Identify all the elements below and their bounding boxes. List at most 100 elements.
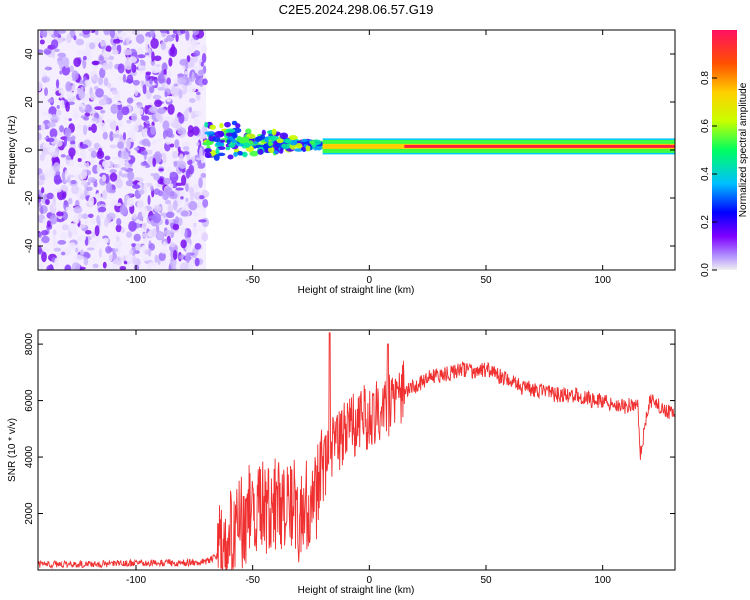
noise-blob (140, 108, 144, 115)
transition-blob (215, 147, 220, 155)
noise-blob (119, 204, 128, 216)
noise-blob (117, 63, 125, 74)
noise-blob (57, 52, 67, 58)
noise-blob (102, 261, 107, 269)
noise-blob (96, 214, 101, 225)
noise-blob (192, 30, 200, 36)
colorbar-label: Normalized spectral amplitude (738, 82, 749, 217)
noise-blob (91, 232, 96, 238)
noise-blob (187, 47, 194, 54)
noise-blob (166, 115, 175, 124)
noise-blob (147, 47, 152, 58)
noise-blob (91, 157, 95, 167)
noise-blob (193, 222, 197, 228)
transition-blob (244, 142, 251, 148)
noise-blob (133, 264, 140, 270)
transition-blob (226, 139, 231, 144)
noise-blob (40, 206, 44, 215)
noise-blob (79, 32, 83, 37)
noise-blob (55, 79, 60, 89)
colorbar-gradient (712, 30, 737, 270)
snr-xtick-label: 100 (594, 575, 611, 586)
noise-blob (39, 30, 48, 38)
transition-blob (237, 150, 243, 156)
noise-blob (165, 211, 175, 219)
transition-blob (235, 123, 241, 129)
noise-blob (41, 146, 49, 156)
spectrogram-ytick-label: -40 (24, 238, 35, 253)
transition-blob (236, 135, 242, 143)
noise-blob (80, 148, 86, 159)
spectrogram-y-label: Frequency (Hz) (7, 116, 18, 185)
noise-blob (152, 228, 157, 237)
noise-blob (125, 138, 131, 150)
noise-blob (46, 264, 54, 270)
noise-blob (38, 202, 42, 208)
noise-blob (125, 195, 130, 200)
noise-blob (47, 113, 53, 119)
noise-blob (73, 57, 81, 68)
noise-blob (153, 172, 160, 181)
noise-blob (56, 104, 60, 110)
snr-xtick-label: -100 (126, 575, 146, 586)
transition-blob (225, 146, 231, 151)
noise-blob (109, 144, 118, 149)
noise-blob (154, 254, 159, 263)
noise-blob (167, 166, 172, 174)
noise-blob (109, 131, 114, 142)
noise-blob (198, 77, 204, 87)
noise-blob (82, 213, 89, 220)
noise-blob (68, 197, 73, 205)
noise-blob (103, 30, 111, 36)
noise-blob (98, 54, 105, 65)
noise-blob (60, 99, 65, 108)
noise-blob (194, 257, 200, 267)
noise-blob (73, 205, 83, 214)
noise-blob (38, 232, 43, 238)
noise-blob (91, 240, 97, 247)
noise-blob (132, 124, 139, 134)
noise-blob (115, 224, 122, 233)
noise-blob (132, 184, 141, 189)
noise-blob (190, 193, 194, 203)
noise-blob (46, 220, 51, 228)
noise-blob (113, 102, 123, 106)
noise-blob (46, 192, 54, 200)
noise-blob (154, 99, 163, 108)
noise-blob (119, 266, 127, 270)
noise-blob (38, 262, 44, 270)
noise-blob (122, 131, 127, 141)
noise-blob (99, 67, 106, 79)
snr-frame (37, 329, 676, 571)
noise-blob (132, 258, 142, 267)
noise-blob (116, 236, 120, 242)
noise-blob (162, 154, 167, 164)
noise-blob (173, 161, 178, 168)
transition-blob (288, 135, 298, 141)
noise-blob (164, 199, 172, 205)
noise-blob (52, 242, 58, 248)
noise-blob (159, 30, 169, 34)
noise-blob (126, 119, 132, 124)
noise-blob (200, 154, 205, 164)
spectrogram-xtick-label: 100 (594, 275, 611, 286)
noise-blob (114, 33, 118, 41)
noise-blob (166, 98, 172, 103)
transition-blob (213, 154, 220, 161)
noise-blob (135, 34, 145, 44)
noise-blob (114, 202, 122, 207)
noise-blob (196, 91, 201, 95)
noise-blob (52, 229, 57, 236)
noise-blob (191, 114, 196, 119)
noise-blob (70, 180, 77, 185)
noise-blob (171, 151, 179, 159)
snr-xtick-label: 0 (367, 575, 373, 586)
noise-blob (44, 170, 49, 181)
noise-blob (195, 110, 203, 116)
noise-blob (61, 65, 71, 76)
noise-blob (188, 85, 197, 93)
noise-blob (46, 30, 55, 36)
colorbar-tick-label: 0.2 (700, 215, 711, 229)
noise-blob (114, 248, 119, 252)
transition-blob (225, 132, 233, 137)
